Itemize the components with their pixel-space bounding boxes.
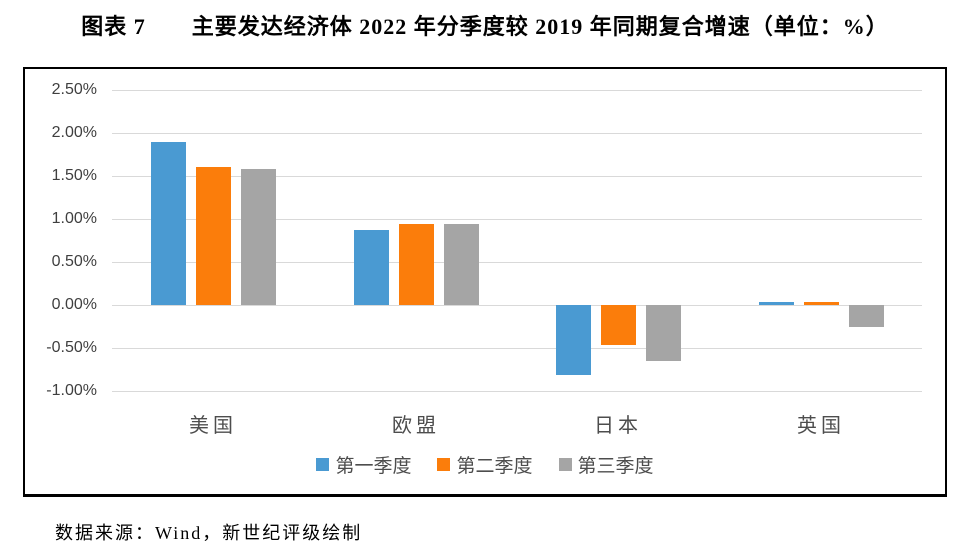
bar <box>803 302 839 305</box>
x-axis-category-label: 欧盟 <box>392 415 440 437</box>
x-axis-category-label: 日本 <box>594 415 642 437</box>
legend-swatch-icon <box>316 458 330 471</box>
legend-label: 第三季度 <box>577 456 654 477</box>
legend-label: 第二季度 <box>456 456 533 477</box>
y-axis-tick-label: 0.00% <box>51 296 97 313</box>
gridline <box>112 176 922 177</box>
bar <box>443 224 479 305</box>
y-axis-tick-label: 0.50% <box>51 253 97 270</box>
chart-panel: 2.50% 2.00% 1.50% 1.00% 0.50% 0.00% -0.50% -1.0… <box>23 67 947 497</box>
legend-item: 第一季度 <box>316 451 411 478</box>
bar <box>600 305 636 345</box>
legend-swatch-icon <box>437 458 451 471</box>
legend-item: 第二季度 <box>437 451 533 478</box>
y-axis-tick-label: 1.50% <box>51 167 97 184</box>
bar <box>645 305 681 361</box>
x-axis-category-label: 美国 <box>189 415 237 437</box>
chart-title: 图表 7 主要发达经济体 2022 年分季度较 2019 年同期复合增速（单位：… <box>81 14 889 39</box>
bar <box>555 305 591 375</box>
data-source: 数据来源：Wind，新世纪评级绘制 <box>55 523 363 543</box>
y-axis-tick-label: -1.00% <box>46 382 97 399</box>
bar <box>195 166 231 305</box>
legend-item: 第三季度 <box>558 451 654 478</box>
bar <box>353 230 389 305</box>
gridline <box>112 305 922 306</box>
y-axis-tick-label: -0.50% <box>46 339 97 356</box>
plot-area: 2.50% 2.00% 1.50% 1.00% 0.50% 0.00% -0.50% -1.0… <box>25 69 945 494</box>
gridline <box>112 348 922 349</box>
bar <box>398 224 434 305</box>
gridline <box>112 262 922 263</box>
y-axis-tick-label: 2.50% <box>51 81 97 98</box>
bar <box>758 301 794 305</box>
x-axis-category-label: 英国 <box>797 415 845 437</box>
legend-label: 第一季度 <box>335 456 412 477</box>
bar <box>848 305 884 328</box>
bar <box>150 142 186 305</box>
y-axis-tick-label: 1.00% <box>51 210 97 227</box>
gridline <box>112 219 922 220</box>
gridline <box>112 133 922 134</box>
bar <box>240 169 276 305</box>
gridline <box>112 90 922 91</box>
y-axis-tick-label: 2.00% <box>51 124 97 141</box>
gridline <box>112 391 922 392</box>
legend-swatch-icon <box>558 458 572 471</box>
legend: 第一季度 第二季度 第三季度 <box>25 451 945 478</box>
